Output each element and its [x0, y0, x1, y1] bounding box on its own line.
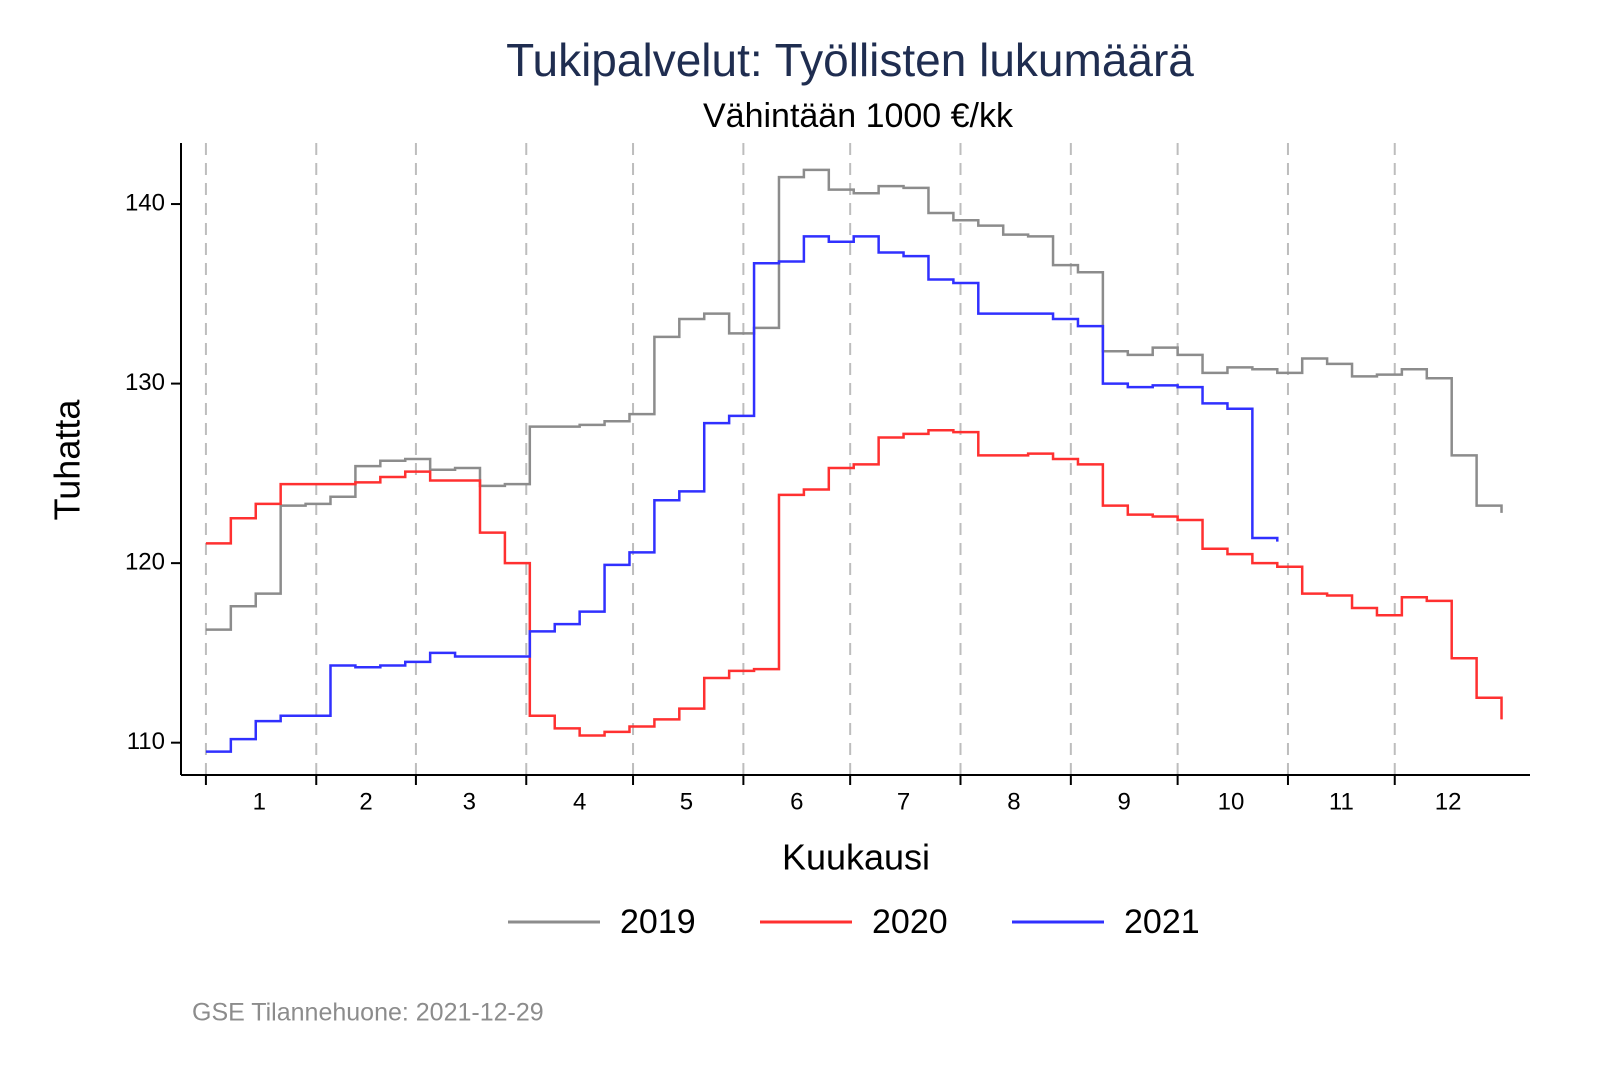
- x-tick-label: 11: [1329, 788, 1354, 815]
- x-tick-label: 2: [359, 788, 372, 815]
- y-tick-label: 110: [127, 728, 165, 755]
- x-tick-label: 8: [1007, 788, 1020, 815]
- legend-label: 2021: [1124, 903, 1200, 941]
- series-line: [205, 168, 1503, 631]
- y-tick-label: 140: [125, 189, 165, 216]
- y-axis-label: Tuhatta: [47, 399, 88, 521]
- series-line: [205, 429, 1503, 737]
- x-tick-label: 12: [1435, 788, 1462, 815]
- source-note: GSE Tilannehuone: 2021-12-29: [192, 999, 544, 1027]
- x-tick-label: 9: [1118, 788, 1131, 815]
- chart-title: Tukipalvelut: Työllisten lukumäärä: [506, 34, 1194, 86]
- chart-subtitle: Vähintään 1000 €/kk: [703, 97, 1014, 135]
- x-tick-label: 5: [680, 788, 693, 815]
- x-tick-label: 6: [790, 788, 803, 815]
- series-line: [205, 235, 1279, 753]
- legend-label: 2019: [620, 903, 696, 941]
- x-tick-label: 10: [1218, 788, 1245, 815]
- x-axis-label: Kuukausi: [782, 837, 930, 878]
- x-tick-label: 4: [573, 788, 586, 815]
- legend-label: 2020: [872, 903, 948, 941]
- x-tick-label: 3: [463, 788, 476, 815]
- x-tick-label: 7: [897, 788, 910, 815]
- y-tick-label: 130: [125, 369, 165, 396]
- x-tick-label: 1: [253, 788, 266, 815]
- y-tick-label: 120: [125, 548, 165, 575]
